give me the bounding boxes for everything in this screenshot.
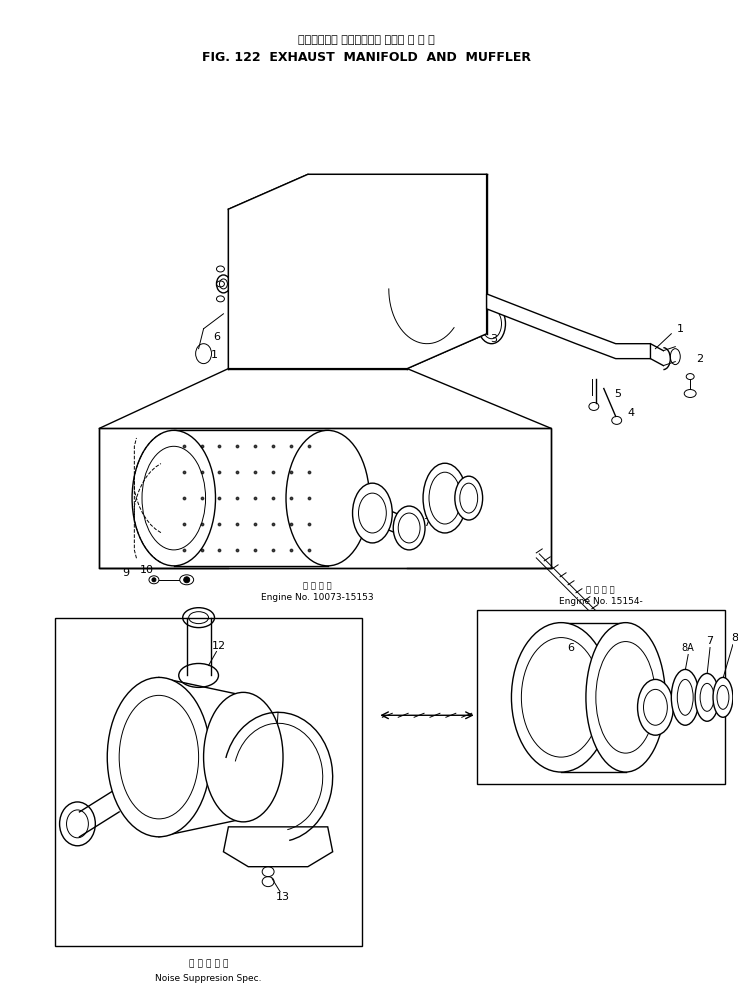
Text: 適 用 号 機: 適 用 号 機 bbox=[303, 581, 332, 590]
Ellipse shape bbox=[359, 493, 386, 533]
Ellipse shape bbox=[511, 622, 611, 772]
Bar bbox=[55, 617, 362, 947]
Ellipse shape bbox=[399, 513, 420, 543]
Ellipse shape bbox=[700, 683, 714, 712]
Bar bbox=[477, 609, 725, 784]
Ellipse shape bbox=[353, 484, 393, 543]
Ellipse shape bbox=[119, 695, 199, 819]
Ellipse shape bbox=[393, 506, 425, 549]
Ellipse shape bbox=[286, 431, 370, 566]
Ellipse shape bbox=[521, 638, 601, 757]
Text: 6: 6 bbox=[568, 643, 574, 653]
Ellipse shape bbox=[423, 463, 466, 533]
Ellipse shape bbox=[107, 677, 210, 837]
Ellipse shape bbox=[586, 622, 666, 772]
Text: Engine No. 15154-: Engine No. 15154- bbox=[559, 598, 643, 607]
Ellipse shape bbox=[695, 673, 719, 722]
Text: 1: 1 bbox=[677, 323, 683, 334]
Text: 8A: 8A bbox=[682, 643, 694, 653]
Text: 7: 7 bbox=[706, 636, 714, 646]
Text: 10: 10 bbox=[140, 565, 154, 575]
Ellipse shape bbox=[429, 472, 461, 524]
Ellipse shape bbox=[152, 578, 156, 582]
Text: 12: 12 bbox=[211, 641, 226, 651]
Text: エキゾースト マニホールド および マ フ ラ: エキゾースト マニホールド および マ フ ラ bbox=[298, 34, 435, 45]
Polygon shape bbox=[228, 174, 486, 369]
Text: 8: 8 bbox=[444, 513, 450, 523]
Ellipse shape bbox=[677, 679, 693, 716]
Text: 8: 8 bbox=[731, 633, 738, 643]
Text: FIG. 122  EXHAUST  MANIFOLD  AND  MUFFLER: FIG. 122 EXHAUST MANIFOLD AND MUFFLER bbox=[202, 51, 531, 64]
Ellipse shape bbox=[132, 431, 215, 566]
Text: 13: 13 bbox=[276, 892, 290, 901]
Text: 適 用 号 機: 適 用 号 機 bbox=[587, 585, 615, 595]
Text: Engine No. 10073-15153: Engine No. 10073-15153 bbox=[261, 593, 374, 603]
Text: 6: 6 bbox=[374, 528, 381, 538]
Ellipse shape bbox=[455, 476, 483, 520]
Text: 2: 2 bbox=[697, 354, 703, 364]
Ellipse shape bbox=[713, 677, 733, 718]
Ellipse shape bbox=[460, 484, 477, 513]
Ellipse shape bbox=[204, 692, 283, 822]
Text: 9: 9 bbox=[123, 568, 130, 578]
Ellipse shape bbox=[672, 669, 699, 725]
Ellipse shape bbox=[142, 446, 206, 549]
Text: 低 騒 音 仕 様: 低 騒 音 仕 様 bbox=[189, 959, 228, 969]
Ellipse shape bbox=[184, 577, 190, 583]
Text: 6: 6 bbox=[213, 331, 220, 342]
Ellipse shape bbox=[644, 689, 667, 725]
Text: 11: 11 bbox=[239, 770, 253, 781]
Text: 3: 3 bbox=[490, 333, 497, 344]
Text: 6: 6 bbox=[111, 777, 117, 787]
Ellipse shape bbox=[638, 679, 673, 735]
Polygon shape bbox=[224, 827, 333, 867]
Text: 5: 5 bbox=[614, 388, 621, 398]
Text: 7: 7 bbox=[424, 518, 430, 528]
Text: Noise Suppresion Spec.: Noise Suppresion Spec. bbox=[155, 974, 262, 983]
Ellipse shape bbox=[596, 642, 655, 753]
Text: 4: 4 bbox=[627, 408, 634, 419]
Bar bbox=[100, 429, 551, 568]
Text: 1: 1 bbox=[211, 350, 218, 360]
Ellipse shape bbox=[717, 685, 729, 710]
Polygon shape bbox=[486, 294, 650, 359]
